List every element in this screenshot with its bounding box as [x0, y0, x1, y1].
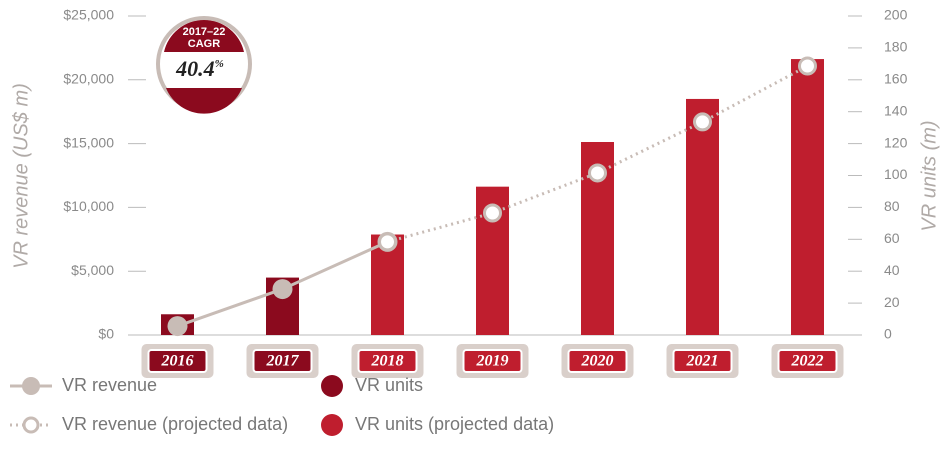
x-tick-label: 2021	[686, 353, 719, 370]
badge-value: 40.4%	[175, 56, 224, 81]
y2-tick-label: 20	[884, 294, 900, 310]
y2-tick-label: 200	[884, 7, 908, 23]
point	[378, 232, 397, 252]
badge-unit: %	[215, 58, 224, 70]
x-tick-label: 2017	[266, 353, 300, 370]
badge-bottom	[166, 88, 242, 114]
badge-top	[164, 20, 244, 52]
legend-label: VR revenue (projected data)	[62, 414, 288, 434]
legend-swatch	[321, 414, 343, 436]
point	[483, 203, 502, 223]
y2-tick-label: 60	[884, 230, 900, 246]
y-tick-label: $20,000	[63, 71, 114, 87]
point	[798, 56, 817, 76]
y-tick-label: $25,000	[63, 7, 114, 23]
y-axis-label: VR revenue (US$ m)	[10, 83, 32, 269]
legend-label: VR units	[355, 375, 423, 395]
y2-tick-label: 0	[884, 326, 892, 342]
y2-tick-label: 80	[884, 198, 900, 214]
y-tick-label: $15,000	[63, 134, 114, 150]
badge-period: 2017–22	[183, 26, 226, 38]
bar	[686, 98, 719, 335]
y-tick-label: $5,000	[71, 262, 114, 278]
x-tick-label: 2018	[371, 353, 404, 370]
y-tick-label: $0	[98, 326, 114, 342]
y2-tick-label: 120	[884, 134, 908, 150]
y2-axis-label: VR units (m)	[918, 120, 940, 231]
legend-point	[22, 377, 40, 395]
badge-label: CAGR	[188, 38, 220, 50]
x-tick-label: 2016	[161, 353, 194, 370]
point	[588, 163, 607, 183]
x-tick-label: 2019	[476, 353, 509, 370]
category-inner	[462, 349, 523, 373]
point	[693, 112, 712, 132]
y-tick-label: $10,000	[63, 198, 114, 214]
y2-tick-label: 180	[884, 39, 908, 55]
legend-label: VR units (projected data)	[355, 414, 554, 434]
x-tick-label: 2022	[791, 353, 824, 370]
y2-tick-label: 140	[884, 102, 908, 118]
bar	[791, 59, 824, 335]
x-tick-label: 2020	[581, 353, 614, 370]
line	[387, 64, 809, 244]
category-inner	[567, 349, 628, 373]
point	[272, 279, 293, 300]
point	[167, 316, 188, 337]
category-inner	[777, 349, 838, 373]
legend-swatch	[321, 375, 343, 397]
category-inner	[252, 349, 313, 373]
category-inner	[357, 349, 418, 373]
category-inner	[147, 349, 208, 373]
y2-tick-label: 160	[884, 71, 908, 87]
category-inner	[672, 349, 733, 373]
badge-number: 40.4	[175, 56, 215, 81]
legend-label: VR revenue	[62, 375, 157, 395]
legend-point	[22, 416, 40, 434]
y2-tick-label: 40	[884, 262, 900, 278]
y2-tick-label: 100	[884, 166, 908, 182]
